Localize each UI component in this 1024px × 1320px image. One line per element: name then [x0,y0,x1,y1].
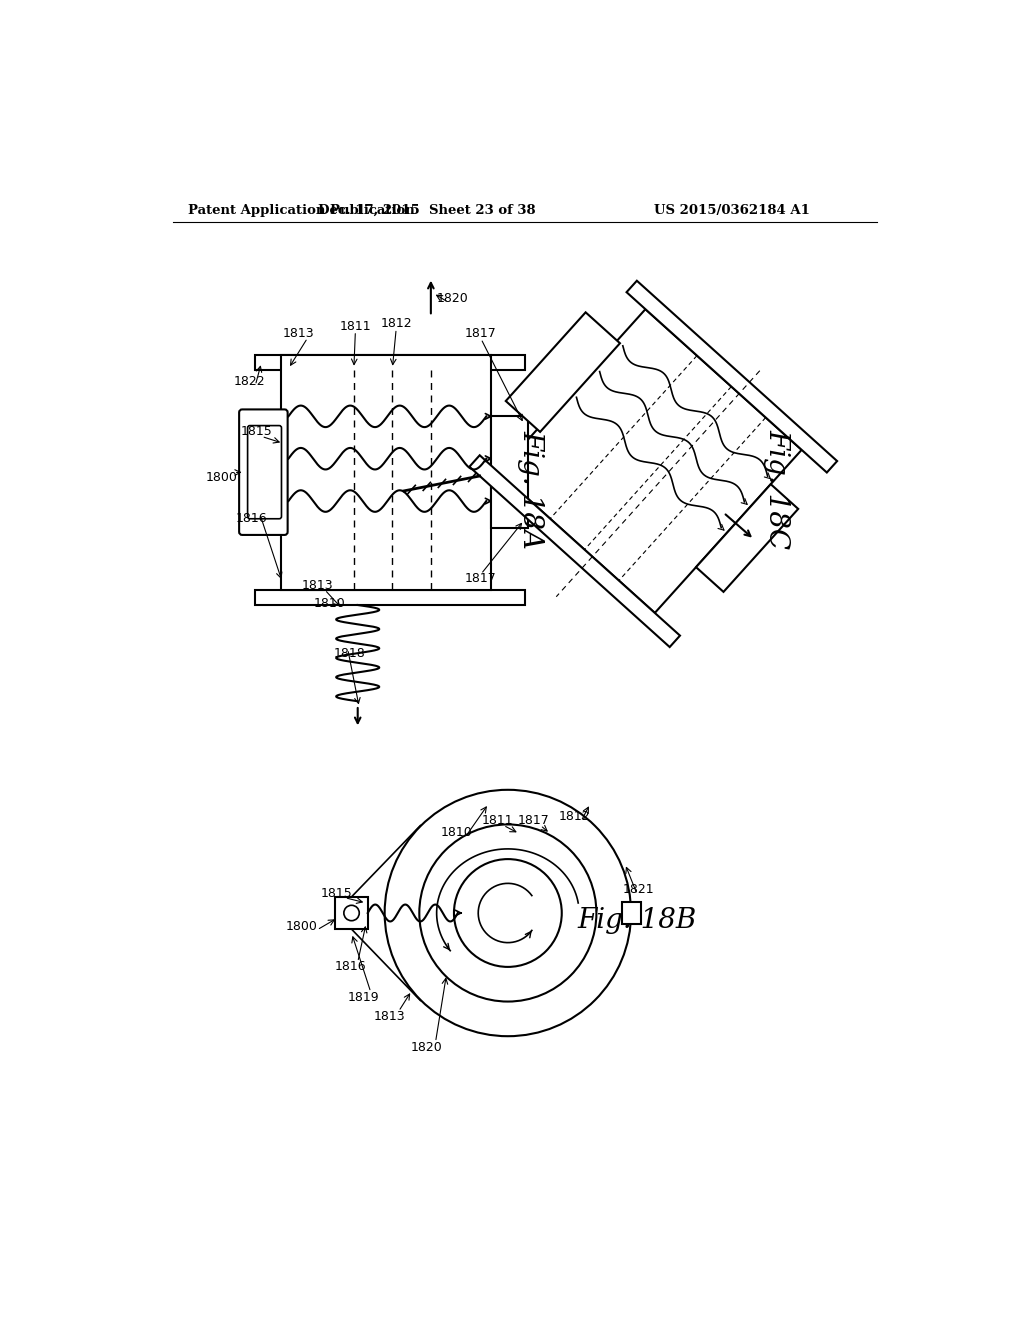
Text: 1810: 1810 [440,825,472,838]
Text: 1812: 1812 [559,810,591,824]
Text: Dec. 17, 2015  Sheet 23 of 38: Dec. 17, 2015 Sheet 23 of 38 [318,205,536,218]
Polygon shape [506,313,620,432]
Text: 1811: 1811 [481,814,513,828]
Bar [490,416,528,528]
Text: 1800: 1800 [286,920,317,933]
Bar [255,355,524,370]
Text: 1813: 1813 [283,327,314,341]
Text: 1812: 1812 [380,317,412,330]
Text: Patent Application Publication: Patent Application Publication [188,205,415,218]
Text: 1822: 1822 [234,375,265,388]
Text: 1820: 1820 [436,292,468,305]
Text: 1817: 1817 [518,814,550,828]
Polygon shape [696,484,798,591]
Text: Fig. 18A: Fig. 18A [517,430,545,549]
Text: 1815: 1815 [241,425,272,438]
Bar [336,896,368,929]
Text: 1813: 1813 [302,579,334,593]
FancyBboxPatch shape [240,409,288,535]
Text: Fig. 18B: Fig. 18B [578,907,697,935]
Circle shape [454,859,562,966]
Bar [281,355,490,590]
Text: 1811: 1811 [340,319,372,333]
Text: 1810: 1810 [313,597,345,610]
Text: 1819: 1819 [347,991,379,1005]
Circle shape [344,906,359,921]
Polygon shape [499,309,802,612]
Bar [255,590,524,605]
Text: 1816: 1816 [236,512,267,525]
Text: 1821: 1821 [623,883,654,896]
Polygon shape [469,455,680,647]
Text: 1818: 1818 [334,647,366,660]
Text: 1816: 1816 [334,961,366,973]
Text: 1820: 1820 [411,1041,443,1055]
Bar [622,903,641,924]
Text: 1800: 1800 [206,471,238,484]
Text: 1813: 1813 [374,1010,406,1023]
Text: 1817: 1817 [465,327,497,341]
Text: 1815: 1815 [322,887,353,900]
FancyBboxPatch shape [248,425,282,519]
Circle shape [385,789,631,1036]
Text: Fig. 18C: Fig. 18C [764,429,791,549]
Polygon shape [627,281,838,473]
Text: US 2015/0362184 A1: US 2015/0362184 A1 [654,205,810,218]
Circle shape [419,825,596,1002]
Text: 1817: 1817 [465,572,497,585]
